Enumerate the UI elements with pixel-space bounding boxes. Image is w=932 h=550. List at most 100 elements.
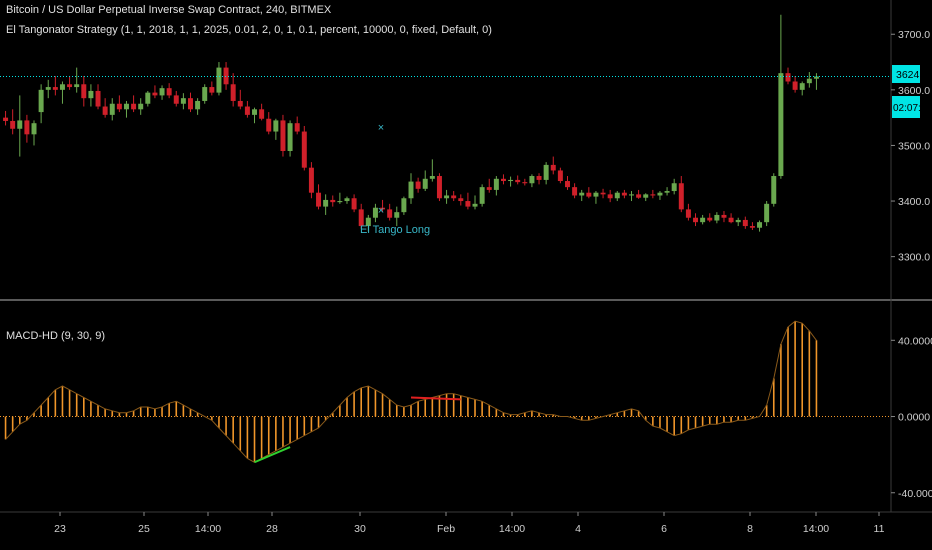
candle-body bbox=[764, 203, 770, 223]
candle-body bbox=[444, 195, 450, 199]
candle-body bbox=[728, 217, 734, 223]
candle-body bbox=[159, 88, 165, 96]
candle-body bbox=[95, 90, 101, 107]
candle-body bbox=[280, 120, 286, 151]
candle-body bbox=[486, 187, 492, 190]
candle-body bbox=[387, 209, 393, 218]
symbol-title[interactable]: Bitcoin / US Dollar Perpetual Inverse Sw… bbox=[6, 4, 332, 16]
candle-body bbox=[621, 192, 627, 196]
candle-body bbox=[230, 84, 236, 101]
candle-body bbox=[365, 217, 371, 227]
time-tick-label: 28 bbox=[266, 523, 278, 535]
candle-body bbox=[572, 187, 578, 196]
candle-body bbox=[38, 89, 44, 113]
candle-body bbox=[330, 199, 336, 203]
candle-body bbox=[785, 73, 791, 82]
candle-body bbox=[10, 120, 16, 129]
candle-body bbox=[344, 198, 350, 202]
candle-body bbox=[422, 178, 428, 189]
candle-body bbox=[657, 192, 663, 196]
countdown-tag: 02:07:50 bbox=[893, 103, 932, 114]
candle-body bbox=[515, 179, 521, 183]
candle-body bbox=[259, 109, 265, 119]
candle-body bbox=[586, 192, 592, 197]
time-tick-label: 14:00 bbox=[499, 523, 525, 535]
candle-body bbox=[301, 131, 307, 168]
candle-body bbox=[394, 212, 400, 218]
candle-body bbox=[102, 106, 108, 115]
candle-body bbox=[237, 100, 243, 107]
candle-body bbox=[266, 118, 272, 132]
candle-body bbox=[472, 203, 478, 207]
candle-body bbox=[700, 217, 706, 223]
time-tick-label: 4 bbox=[575, 523, 581, 535]
time-tick-label: 11 bbox=[874, 523, 885, 535]
candle-body bbox=[522, 182, 528, 184]
candle-body bbox=[52, 87, 58, 90]
candle-body bbox=[664, 191, 670, 193]
candle-body bbox=[792, 81, 798, 90]
price-tick-label: 3600.0 bbox=[898, 85, 930, 97]
candle-body bbox=[138, 103, 144, 110]
candle-body bbox=[408, 181, 414, 199]
price-tick-label: 3700.0 bbox=[898, 29, 930, 41]
time-tick-label: 14:00 bbox=[195, 523, 221, 535]
candle-body bbox=[180, 98, 186, 104]
candle-body bbox=[59, 84, 65, 90]
candle-body bbox=[173, 95, 179, 104]
candle-body bbox=[557, 170, 563, 182]
macd-tick-label: -40.0000 bbox=[898, 488, 932, 500]
candle-body bbox=[493, 178, 499, 190]
candle-body bbox=[88, 90, 94, 99]
signal-label: El Tango Long bbox=[360, 224, 430, 236]
candle-body bbox=[479, 187, 485, 204]
candle-body bbox=[209, 87, 215, 93]
candle-body bbox=[564, 181, 570, 188]
candle-body bbox=[45, 87, 51, 90]
candle-body bbox=[252, 109, 258, 115]
candle-body bbox=[778, 73, 784, 177]
candle-body bbox=[614, 192, 620, 199]
candle-body bbox=[429, 176, 435, 179]
macd-pane[interactable] bbox=[0, 320, 891, 464]
candle-body bbox=[714, 214, 720, 221]
candle-body bbox=[707, 217, 713, 221]
candle-body bbox=[152, 92, 158, 96]
time-tick-label: 30 bbox=[354, 523, 366, 535]
candle-body bbox=[607, 194, 613, 199]
candle-body bbox=[813, 76, 819, 79]
macd-outline bbox=[5, 320, 817, 463]
time-tick-label: 6 bbox=[661, 523, 667, 535]
candle-body bbox=[799, 83, 805, 90]
time-tick-label: 8 bbox=[747, 523, 753, 535]
candle-body bbox=[742, 219, 748, 227]
candle-body bbox=[693, 217, 699, 223]
macd-tick-label: 40.0000 bbox=[898, 335, 932, 347]
candle-body bbox=[749, 226, 755, 228]
candle-body bbox=[145, 92, 151, 104]
candle-body bbox=[757, 222, 763, 228]
candle-body bbox=[636, 194, 642, 198]
candle-body bbox=[316, 192, 322, 207]
candle-body bbox=[131, 103, 137, 110]
signal-marker-lower: × bbox=[378, 205, 384, 217]
candle-body bbox=[337, 201, 343, 203]
countdown-tag-bg bbox=[892, 96, 920, 118]
candle-body bbox=[24, 120, 30, 135]
candle-body bbox=[166, 88, 172, 96]
axes: 3700.0 3600.0 3500.0 3400.0 3300.0 40.0000 0.0… bbox=[54, 29, 932, 535]
time-tick-label: 25 bbox=[138, 523, 150, 535]
candle-body bbox=[465, 201, 471, 207]
macd-legend[interactable]: MACD-HD (9, 30, 9) bbox=[6, 330, 106, 342]
candle-body bbox=[671, 183, 677, 192]
candle-body bbox=[67, 84, 73, 88]
candle-body bbox=[579, 192, 585, 196]
price-pane[interactable] bbox=[0, 14, 891, 232]
bullish-divergence-line bbox=[254, 446, 291, 464]
candle-body bbox=[244, 106, 250, 115]
candle-body bbox=[31, 123, 37, 135]
candle-body bbox=[216, 67, 222, 93]
strategy-legend[interactable]: El Tangonator Strategy (1, 1, 2018, 1, 1… bbox=[6, 24, 492, 36]
